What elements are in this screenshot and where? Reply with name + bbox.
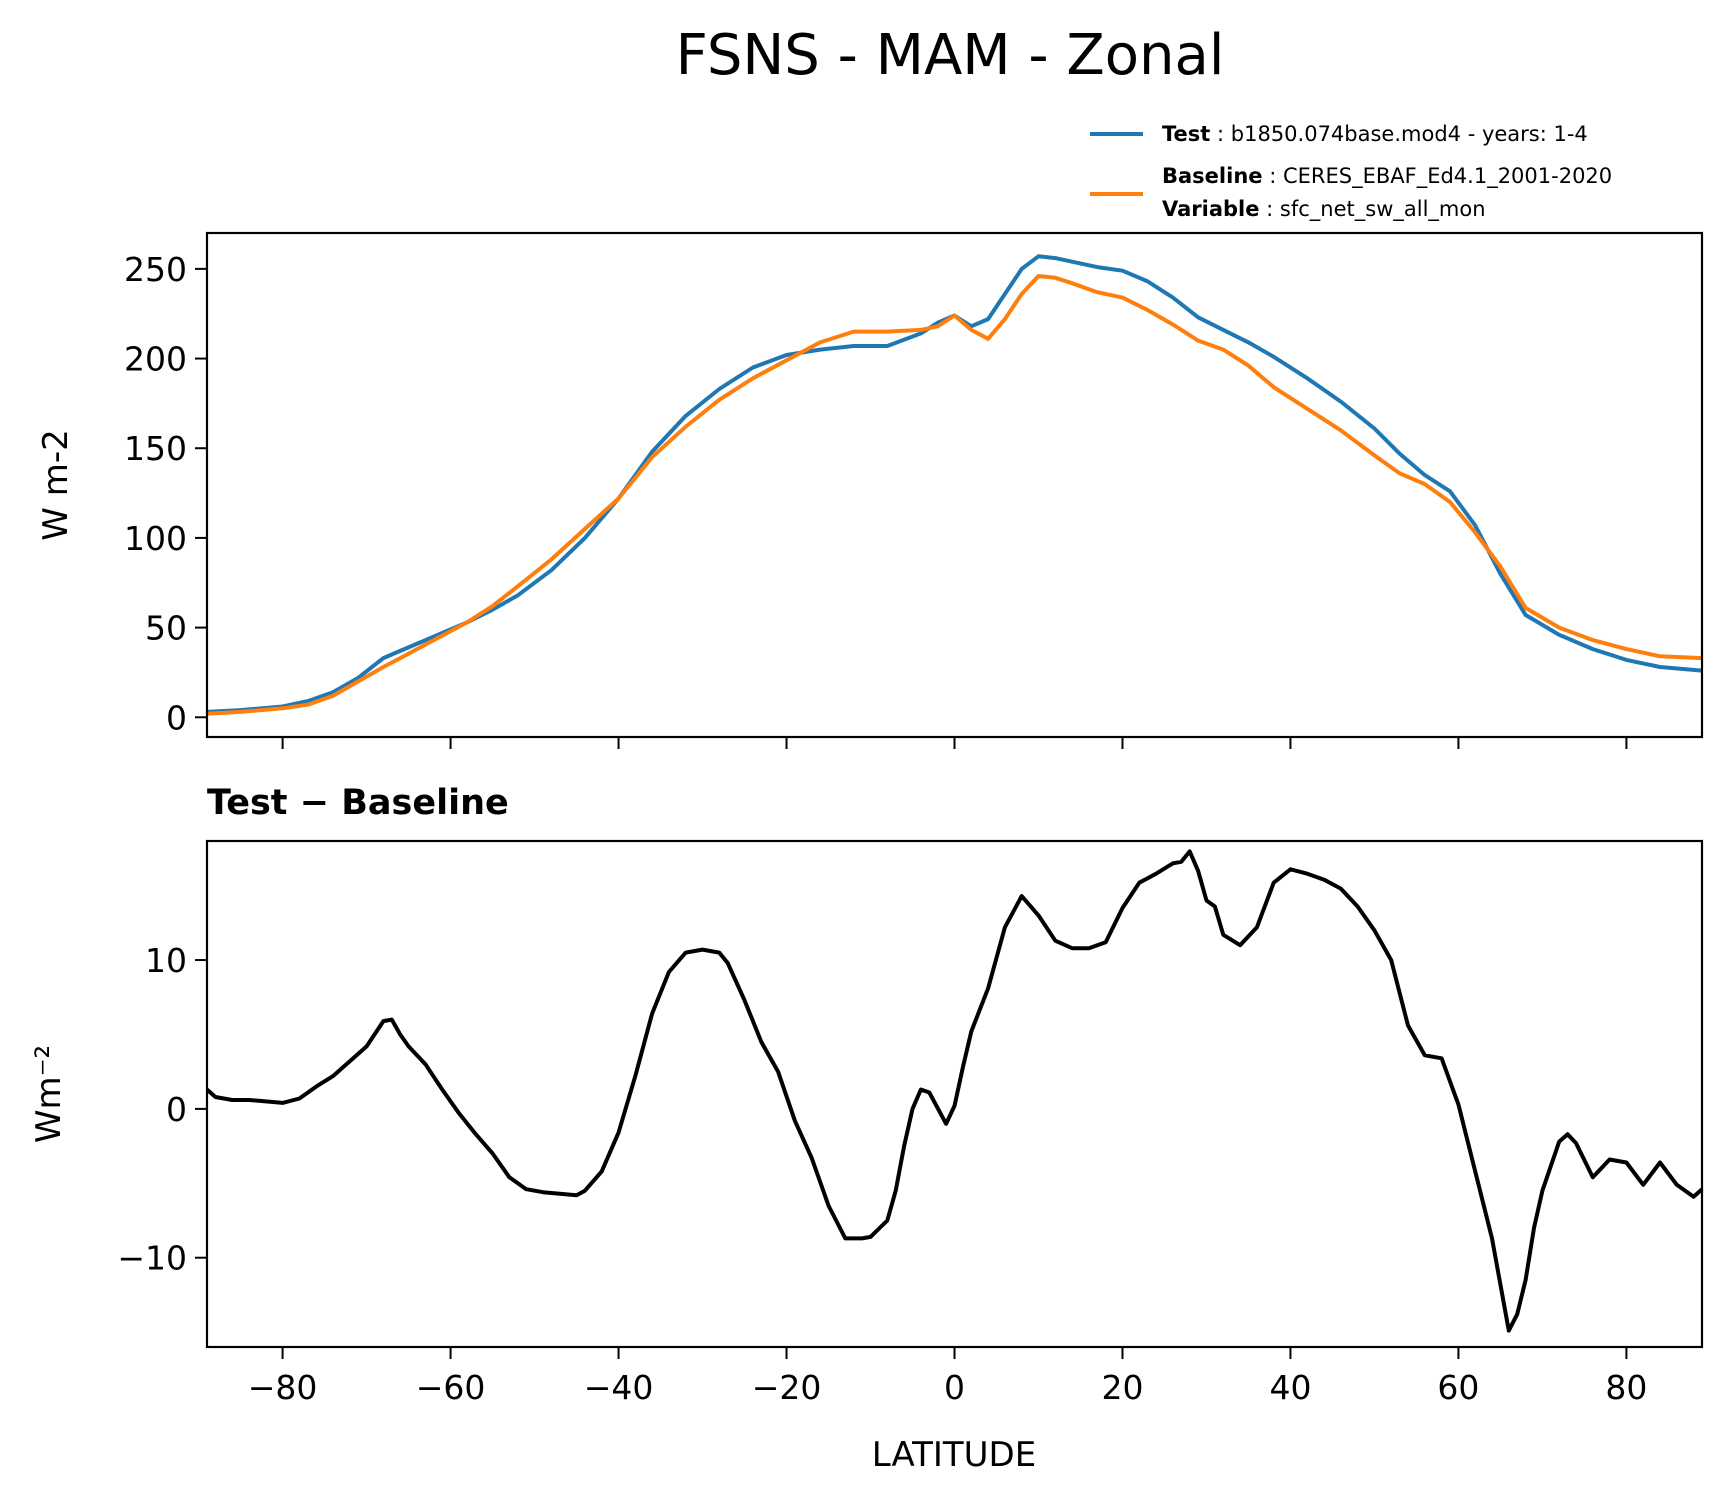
bottom-panel-y-axis-label: Wm⁻² (29, 1045, 69, 1143)
top-panel-y-axis-label: W m-2 (36, 429, 76, 540)
top-panel-y-tick-label: 100 (124, 519, 187, 558)
top-panel-frame (205, 231, 1704, 739)
top-panel: 0 50 100 150 200 250 W m-2 (36, 231, 1704, 749)
figure-title: FSNS - MAM - Zonal (676, 23, 1225, 88)
bottom-panel-x-tick-label: −80 (248, 1368, 318, 1407)
top-panel-series-line-baseline (206, 274, 1703, 716)
bottom-panel-series-line-difference (205, 849, 1704, 1333)
legend-baseline-value: : CERES_EBAF_Ed4.1_2001-2020 (1269, 164, 1612, 189)
bottom-panel-x-ticks: −80 −60 −40 −20 0 20 40 60 80 (248, 1347, 1647, 1407)
top-panel-y-ticks: 0 50 100 150 200 250 (124, 250, 207, 737)
legend-test-entry: Test : b1850.074base.mod4 - years: 1-4 (1162, 122, 1588, 146)
bottom-panel-x-tick-label: 60 (1437, 1368, 1479, 1407)
bottom-panel-x-tick-label: −20 (752, 1368, 822, 1407)
bottom-panel-title: Test − Baseline (207, 783, 509, 823)
bottom-panel-lines (205, 849, 1704, 1333)
top-panel-lines (206, 254, 1703, 716)
bottom-panel-frame (205, 839, 1704, 1349)
legend-test-value: : b1850.074base.mod4 - years: 1-4 (1217, 122, 1588, 146)
bottom-panel-x-tick-label: 20 (1101, 1368, 1143, 1407)
bottom-panel-y-tick-label: 10 (145, 941, 187, 980)
top-panel-y-tick-label: 0 (166, 698, 187, 737)
legend-variable-entry: Variable : sfc_net_sw_all_mon (1162, 197, 1486, 222)
bottom-panel-x-tick-label: 40 (1269, 1368, 1311, 1407)
legend-variable-key: Variable (1162, 197, 1259, 221)
top-panel-y-tick-label: 50 (145, 609, 187, 648)
bottom-panel-y-ticks: −10 0 10 (117, 941, 207, 1278)
top-panel-x-ticks (281, 737, 1628, 749)
bottom-panel-x-tick-label: 0 (944, 1368, 965, 1407)
legend-baseline-entry: Baseline : CERES_EBAF_Ed4.1_2001-2020 (1162, 164, 1612, 189)
bottom-panel-x-tick-label: −40 (584, 1368, 654, 1407)
bottom-panel-x-axis-label: LATITUDE (872, 1435, 1036, 1475)
bottom-panel-y-tick-label: −10 (117, 1239, 187, 1278)
top-panel-y-tick-label: 250 (124, 250, 187, 289)
legend-variable-value: : sfc_net_sw_all_mon (1266, 197, 1485, 222)
bottom-panel-y-tick-label: 0 (166, 1090, 187, 1129)
bottom-panel-x-tick-label: 80 (1605, 1368, 1647, 1407)
legend: Test : b1850.074base.mod4 - years: 1-4 B… (1090, 122, 1612, 222)
bottom-panel: Test − Baseline −80 −60 −40 −20 0 20 40 60 80 −1… (29, 783, 1704, 1475)
legend-test-key: Test (1162, 122, 1210, 146)
bottom-panel-x-tick-label: −60 (416, 1368, 486, 1407)
legend-baseline-key: Baseline (1162, 164, 1263, 188)
top-panel-y-tick-label: 150 (124, 429, 187, 468)
top-panel-y-tick-label: 200 (124, 340, 187, 379)
